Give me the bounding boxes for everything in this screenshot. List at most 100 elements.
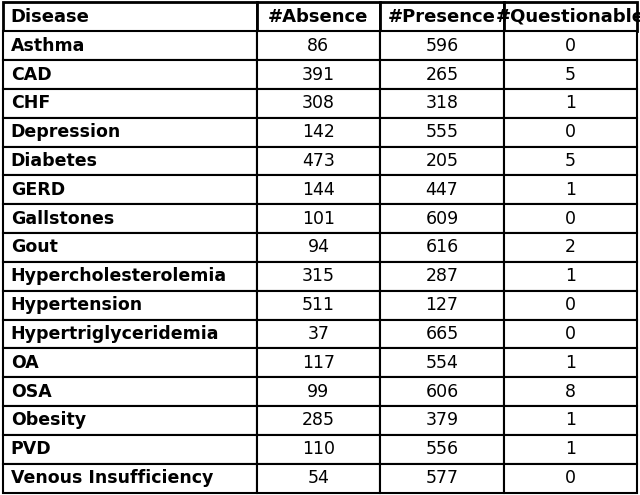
- Text: 554: 554: [426, 354, 458, 372]
- Bar: [504, 60, 637, 89]
- Text: CHF: CHF: [11, 95, 50, 112]
- Bar: [3, 291, 257, 320]
- Text: 287: 287: [426, 267, 458, 285]
- Text: 99: 99: [307, 383, 330, 400]
- Bar: [257, 118, 380, 147]
- Bar: [3, 147, 257, 175]
- Text: 5: 5: [564, 152, 576, 170]
- Text: 110: 110: [302, 440, 335, 458]
- Text: 0: 0: [564, 37, 576, 55]
- Bar: [504, 348, 637, 377]
- Bar: [380, 435, 504, 464]
- Bar: [257, 320, 380, 348]
- Text: 665: 665: [426, 325, 459, 343]
- Text: 144: 144: [302, 181, 335, 199]
- Text: 308: 308: [302, 95, 335, 112]
- Text: 315: 315: [302, 267, 335, 285]
- Bar: [380, 348, 504, 377]
- Bar: [504, 175, 637, 204]
- Text: 0: 0: [564, 296, 576, 314]
- Bar: [380, 147, 504, 175]
- Text: 318: 318: [426, 95, 458, 112]
- Text: 616: 616: [426, 239, 459, 256]
- Bar: [380, 233, 504, 262]
- Bar: [3, 118, 257, 147]
- Text: 447: 447: [426, 181, 458, 199]
- Bar: [380, 377, 504, 406]
- Bar: [380, 175, 504, 204]
- Bar: [257, 406, 380, 435]
- Text: 1: 1: [564, 354, 576, 372]
- Text: #Absence: #Absence: [268, 8, 369, 26]
- Bar: [257, 464, 380, 493]
- Bar: [3, 348, 257, 377]
- Text: Venous Insufficiency: Venous Insufficiency: [11, 469, 213, 487]
- Bar: [504, 31, 637, 60]
- Bar: [380, 204, 504, 233]
- Text: 265: 265: [426, 65, 458, 84]
- Text: Obesity: Obesity: [11, 411, 86, 430]
- Text: 473: 473: [302, 152, 335, 170]
- Bar: [257, 204, 380, 233]
- Text: Diabetes: Diabetes: [11, 152, 98, 170]
- Bar: [504, 320, 637, 348]
- Text: 0: 0: [564, 325, 576, 343]
- Bar: [3, 435, 257, 464]
- Bar: [257, 60, 380, 89]
- Text: 0: 0: [564, 123, 576, 141]
- Text: 511: 511: [302, 296, 335, 314]
- Text: 1: 1: [564, 440, 576, 458]
- Bar: [504, 89, 637, 118]
- Text: 1: 1: [564, 181, 576, 199]
- Text: Asthma: Asthma: [11, 37, 85, 55]
- Text: 5: 5: [564, 65, 576, 84]
- Text: Gallstones: Gallstones: [11, 210, 114, 228]
- Text: Hypertriglyceridemia: Hypertriglyceridemia: [11, 325, 220, 343]
- Bar: [380, 60, 504, 89]
- Bar: [380, 291, 504, 320]
- Bar: [504, 147, 637, 175]
- Bar: [257, 31, 380, 60]
- Text: 8: 8: [564, 383, 576, 400]
- Text: Disease: Disease: [11, 8, 90, 26]
- Text: 94: 94: [307, 239, 330, 256]
- Bar: [504, 377, 637, 406]
- Bar: [504, 435, 637, 464]
- Bar: [3, 89, 257, 118]
- Text: 2: 2: [564, 239, 576, 256]
- Bar: [257, 348, 380, 377]
- Text: 1: 1: [564, 95, 576, 112]
- Text: 54: 54: [307, 469, 330, 487]
- Bar: [380, 89, 504, 118]
- Bar: [257, 2, 380, 31]
- Bar: [257, 89, 380, 118]
- Bar: [3, 60, 257, 89]
- Bar: [3, 406, 257, 435]
- Bar: [380, 118, 504, 147]
- Text: 1: 1: [564, 267, 576, 285]
- Bar: [380, 406, 504, 435]
- Text: Hypercholesterolemia: Hypercholesterolemia: [11, 267, 227, 285]
- Bar: [380, 464, 504, 493]
- Text: #Questionable: #Questionable: [496, 8, 640, 26]
- Bar: [257, 291, 380, 320]
- Text: 285: 285: [302, 411, 335, 430]
- Text: 609: 609: [426, 210, 459, 228]
- Bar: [504, 262, 637, 291]
- Bar: [257, 175, 380, 204]
- Bar: [504, 291, 637, 320]
- Text: 379: 379: [426, 411, 458, 430]
- Text: Depression: Depression: [11, 123, 121, 141]
- Text: #Presence: #Presence: [388, 8, 496, 26]
- Text: 86: 86: [307, 37, 330, 55]
- Bar: [380, 320, 504, 348]
- Text: 606: 606: [426, 383, 459, 400]
- Bar: [3, 175, 257, 204]
- Bar: [3, 233, 257, 262]
- Text: GERD: GERD: [11, 181, 65, 199]
- Text: 555: 555: [426, 123, 458, 141]
- Text: 0: 0: [564, 469, 576, 487]
- Bar: [504, 233, 637, 262]
- Bar: [3, 262, 257, 291]
- Bar: [380, 262, 504, 291]
